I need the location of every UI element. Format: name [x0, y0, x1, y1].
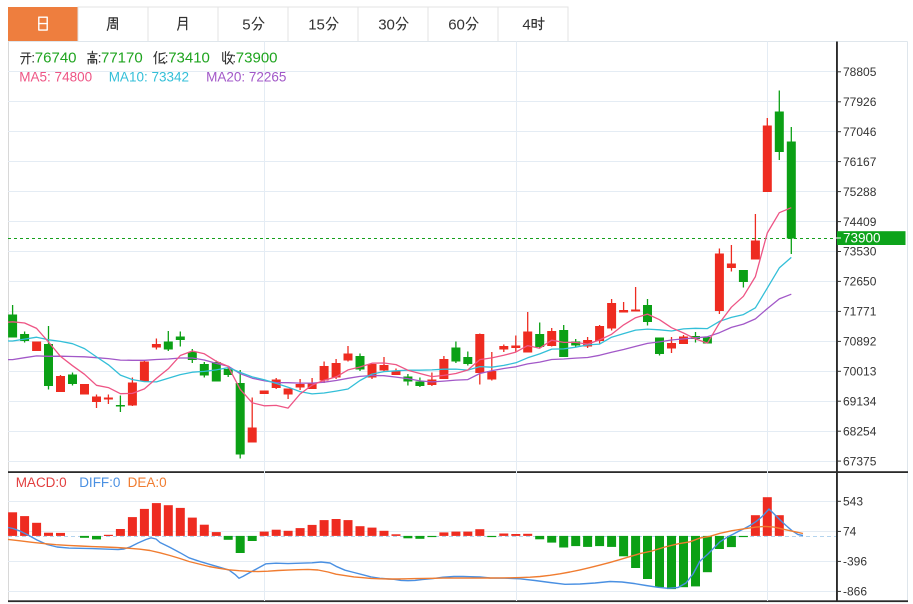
svg-text:76167: 76167: [843, 155, 877, 169]
svg-text:76740: 76740: [35, 50, 77, 67]
svg-text::: :: [165, 50, 169, 66]
svg-text:MA5: 74800: MA5: 74800: [19, 70, 92, 85]
svg-text:5: 5: [242, 17, 250, 34]
svg-text:77046: 77046: [843, 125, 877, 139]
svg-text:543: 543: [843, 495, 863, 509]
svg-text:71771: 71771: [843, 305, 877, 319]
svg-text:15: 15: [308, 17, 325, 34]
svg-text:73530: 73530: [843, 245, 877, 259]
svg-text:70013: 70013: [843, 365, 877, 379]
svg-text:30: 30: [378, 17, 395, 34]
svg-text:DIFF:0: DIFF:0: [79, 475, 120, 490]
svg-text::: :: [232, 50, 236, 66]
svg-text:60: 60: [448, 17, 465, 34]
svg-text:77170: 77170: [101, 50, 143, 67]
svg-text::: :: [31, 50, 35, 66]
svg-text::: :: [98, 50, 102, 66]
svg-text:DEA:0: DEA:0: [128, 475, 167, 490]
svg-text:73900: 73900: [236, 50, 278, 67]
svg-text:-866: -866: [843, 585, 867, 599]
svg-text:74: 74: [843, 525, 857, 539]
svg-text:72650: 72650: [843, 275, 877, 289]
svg-text:68254: 68254: [843, 424, 877, 438]
svg-text:4: 4: [522, 17, 530, 34]
svg-text:73900: 73900: [843, 231, 881, 246]
svg-text:73410: 73410: [168, 50, 210, 67]
svg-text:MA20: 72265: MA20: 72265: [206, 70, 286, 85]
svg-text:MA10: 73342: MA10: 73342: [109, 70, 189, 85]
svg-text:MACD:0: MACD:0: [16, 475, 67, 490]
svg-text:67375: 67375: [843, 454, 877, 468]
svg-text:70892: 70892: [843, 335, 877, 349]
svg-text:75288: 75288: [843, 185, 877, 199]
svg-text:69134: 69134: [843, 394, 877, 408]
svg-text:77926: 77926: [843, 95, 877, 109]
svg-text:-396: -396: [843, 555, 867, 569]
svg-text:74409: 74409: [843, 215, 877, 229]
svg-text:78805: 78805: [843, 65, 877, 79]
